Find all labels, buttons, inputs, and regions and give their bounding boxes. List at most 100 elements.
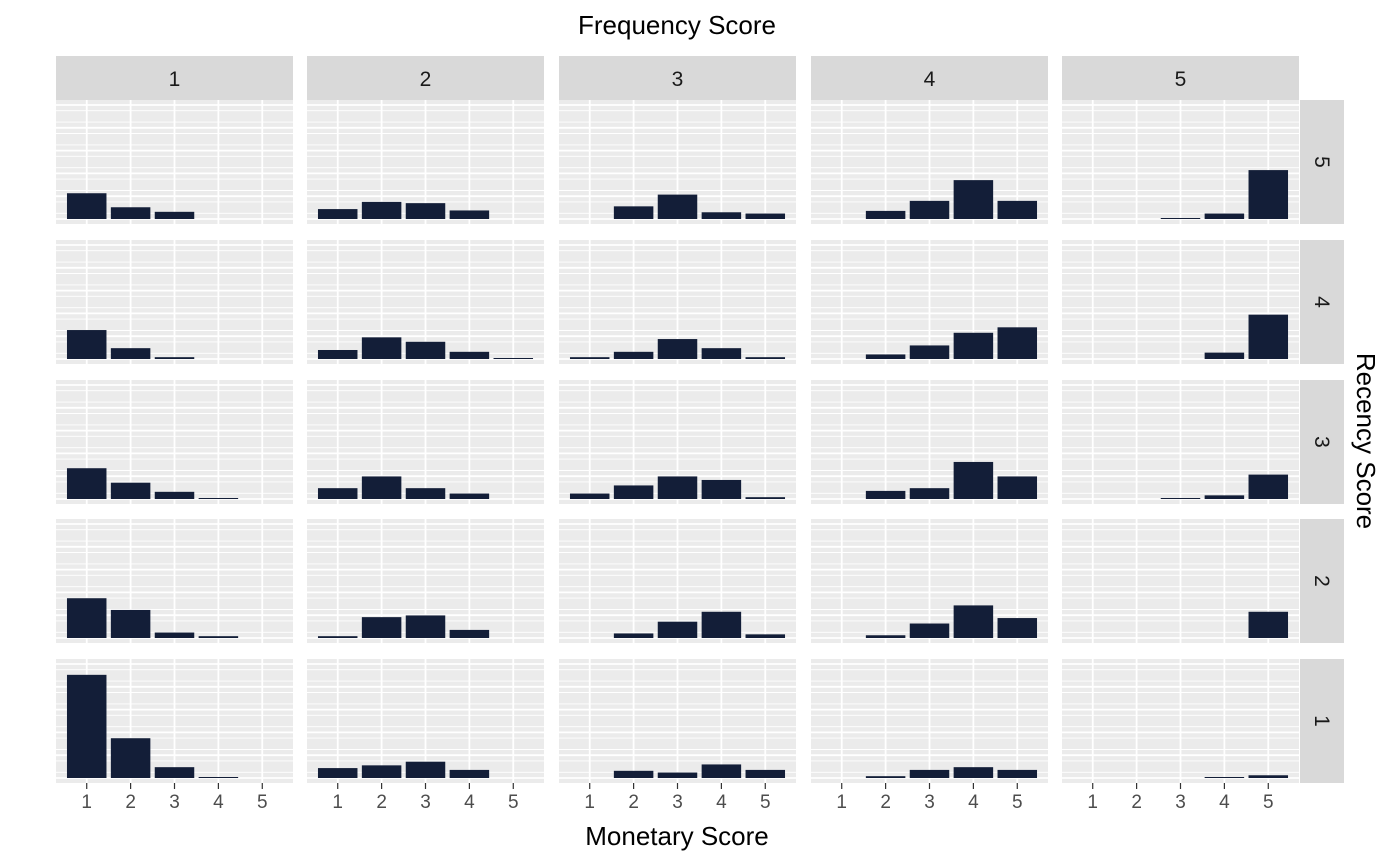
bar-monetary-2: [110, 609, 151, 638]
bar-monetary-5: [1248, 611, 1289, 638]
bar-monetary-3: [909, 769, 950, 778]
x-tick-label-5: 5: [508, 792, 519, 813]
panel-recency-5-frequency-4: [811, 100, 1048, 224]
bar-monetary-3: [657, 476, 698, 499]
bar-monetary-4: [198, 636, 239, 638]
panel-recency-3-frequency-3: [559, 380, 796, 504]
bar-monetary-4: [449, 351, 490, 359]
facet-strip-frequency-1: [56, 56, 293, 100]
panel-recency-4-frequency-2: [307, 240, 544, 364]
facet-strip-label-recency-3: 3: [1310, 436, 1333, 448]
panel-recency-1-frequency-3: [559, 659, 796, 783]
panel-recency-1-frequency-2: [307, 659, 544, 783]
bar-monetary-2: [361, 337, 402, 359]
bar-monetary-2: [865, 490, 906, 499]
bar-monetary-4: [1204, 495, 1245, 499]
x-tick-label-1: 1: [332, 792, 343, 813]
x-tick-label-4: 4: [1219, 792, 1230, 813]
panel-recency-4-frequency-5: [1062, 240, 1299, 364]
bar-monetary-3: [154, 491, 195, 499]
x-tick-label-1: 1: [81, 792, 92, 813]
bar-monetary-3: [657, 772, 698, 778]
bar-monetary-1: [66, 598, 107, 638]
bar-monetary-1: [317, 209, 358, 219]
panel-recency-3-frequency-2: [307, 380, 544, 504]
bar-monetary-3: [405, 203, 446, 219]
panel-recency-5-frequency-3: [559, 100, 796, 224]
bar-monetary-4: [449, 493, 490, 499]
facet-strip-label-frequency-1: 1: [169, 68, 181, 91]
panel-recency-4-frequency-1: [56, 240, 293, 364]
bar-monetary-1: [317, 636, 358, 638]
bar-monetary-4: [701, 212, 742, 219]
bar-monetary-3: [405, 488, 446, 499]
panel-recency-1-frequency-4: [811, 659, 1048, 783]
x-tick-label-2: 2: [880, 792, 891, 813]
panel-recency-1-frequency-5: [1062, 659, 1299, 783]
bar-monetary-1: [66, 674, 107, 778]
panels-layer: 1 2 3 4 5 5 4 3 2 1 1 2 3 4 5 1 2 3 4 5 1 2 3 4 5 1 2 3 4 5 1 2 3 4 5: [56, 56, 1344, 813]
x-tick-label-4: 4: [213, 792, 224, 813]
bar-monetary-3: [657, 339, 698, 359]
facet-strip-label-recency-1: 1: [1310, 715, 1333, 727]
x-tick-label-2: 2: [376, 792, 387, 813]
bar-monetary-5: [997, 618, 1038, 638]
bar-monetary-3: [154, 632, 195, 638]
bar-monetary-2: [361, 765, 402, 778]
bar-monetary-5: [997, 769, 1038, 778]
bar-monetary-2: [865, 354, 906, 359]
bar-monetary-3: [909, 488, 950, 499]
bar-monetary-2: [865, 635, 906, 638]
x-tick-label-1: 1: [836, 792, 847, 813]
bar-monetary-2: [361, 476, 402, 499]
bar-monetary-5: [1248, 170, 1289, 219]
bar-monetary-3: [1160, 498, 1201, 499]
bar-monetary-4: [953, 461, 994, 499]
panel-recency-2-frequency-2: [307, 519, 544, 643]
facet-strip-recency-1: [1300, 659, 1344, 783]
x-tick-label-2: 2: [628, 792, 639, 813]
bar-monetary-1: [66, 330, 107, 359]
bar-monetary-5: [745, 634, 786, 638]
bar-monetary-3: [405, 761, 446, 778]
bar-monetary-4: [701, 348, 742, 359]
bar-monetary-3: [154, 211, 195, 219]
facet-strip-frequency-2: [307, 56, 544, 100]
x-tick-label-2: 2: [125, 792, 136, 813]
panel-recency-2-frequency-5: [1062, 519, 1299, 643]
bar-monetary-1: [317, 488, 358, 499]
bar-monetary-2: [110, 207, 151, 219]
facet-strip-label-recency-4: 4: [1310, 296, 1333, 308]
y-axis-title: Recency Score: [1351, 353, 1381, 529]
bar-monetary-1: [66, 193, 107, 219]
bar-monetary-4: [449, 210, 490, 219]
bar-monetary-3: [405, 341, 446, 359]
facet-strip-label-frequency-5: 5: [1175, 68, 1187, 91]
panel-recency-5-frequency-2: [307, 100, 544, 224]
x-axis-title: Monetary Score: [585, 821, 769, 851]
bar-monetary-4: [198, 498, 239, 499]
panel-recency-5-frequency-5: [1062, 100, 1299, 224]
bar-monetary-2: [613, 485, 654, 499]
bar-monetary-3: [909, 623, 950, 638]
panel-recency-3-frequency-1: [56, 380, 293, 504]
bar-monetary-5: [997, 327, 1038, 359]
bar-monetary-2: [110, 738, 151, 778]
x-tick-label-2: 2: [1131, 792, 1142, 813]
bar-monetary-3: [154, 357, 195, 359]
bar-monetary-5: [997, 200, 1038, 219]
bar-monetary-3: [657, 621, 698, 638]
x-tick-label-4: 4: [464, 792, 475, 813]
panel-recency-5-frequency-1: [56, 100, 293, 224]
x-tick-label-5: 5: [257, 792, 268, 813]
bar-monetary-4: [1204, 777, 1245, 778]
bar-monetary-5: [1248, 775, 1289, 778]
bar-monetary-2: [613, 770, 654, 778]
bar-monetary-5: [745, 497, 786, 499]
x-tick-label-5: 5: [1012, 792, 1023, 813]
bar-monetary-2: [361, 201, 402, 219]
facet-strip-frequency-4: [811, 56, 1048, 100]
bar-monetary-5: [745, 769, 786, 778]
panel-recency-4-frequency-3: [559, 240, 796, 364]
